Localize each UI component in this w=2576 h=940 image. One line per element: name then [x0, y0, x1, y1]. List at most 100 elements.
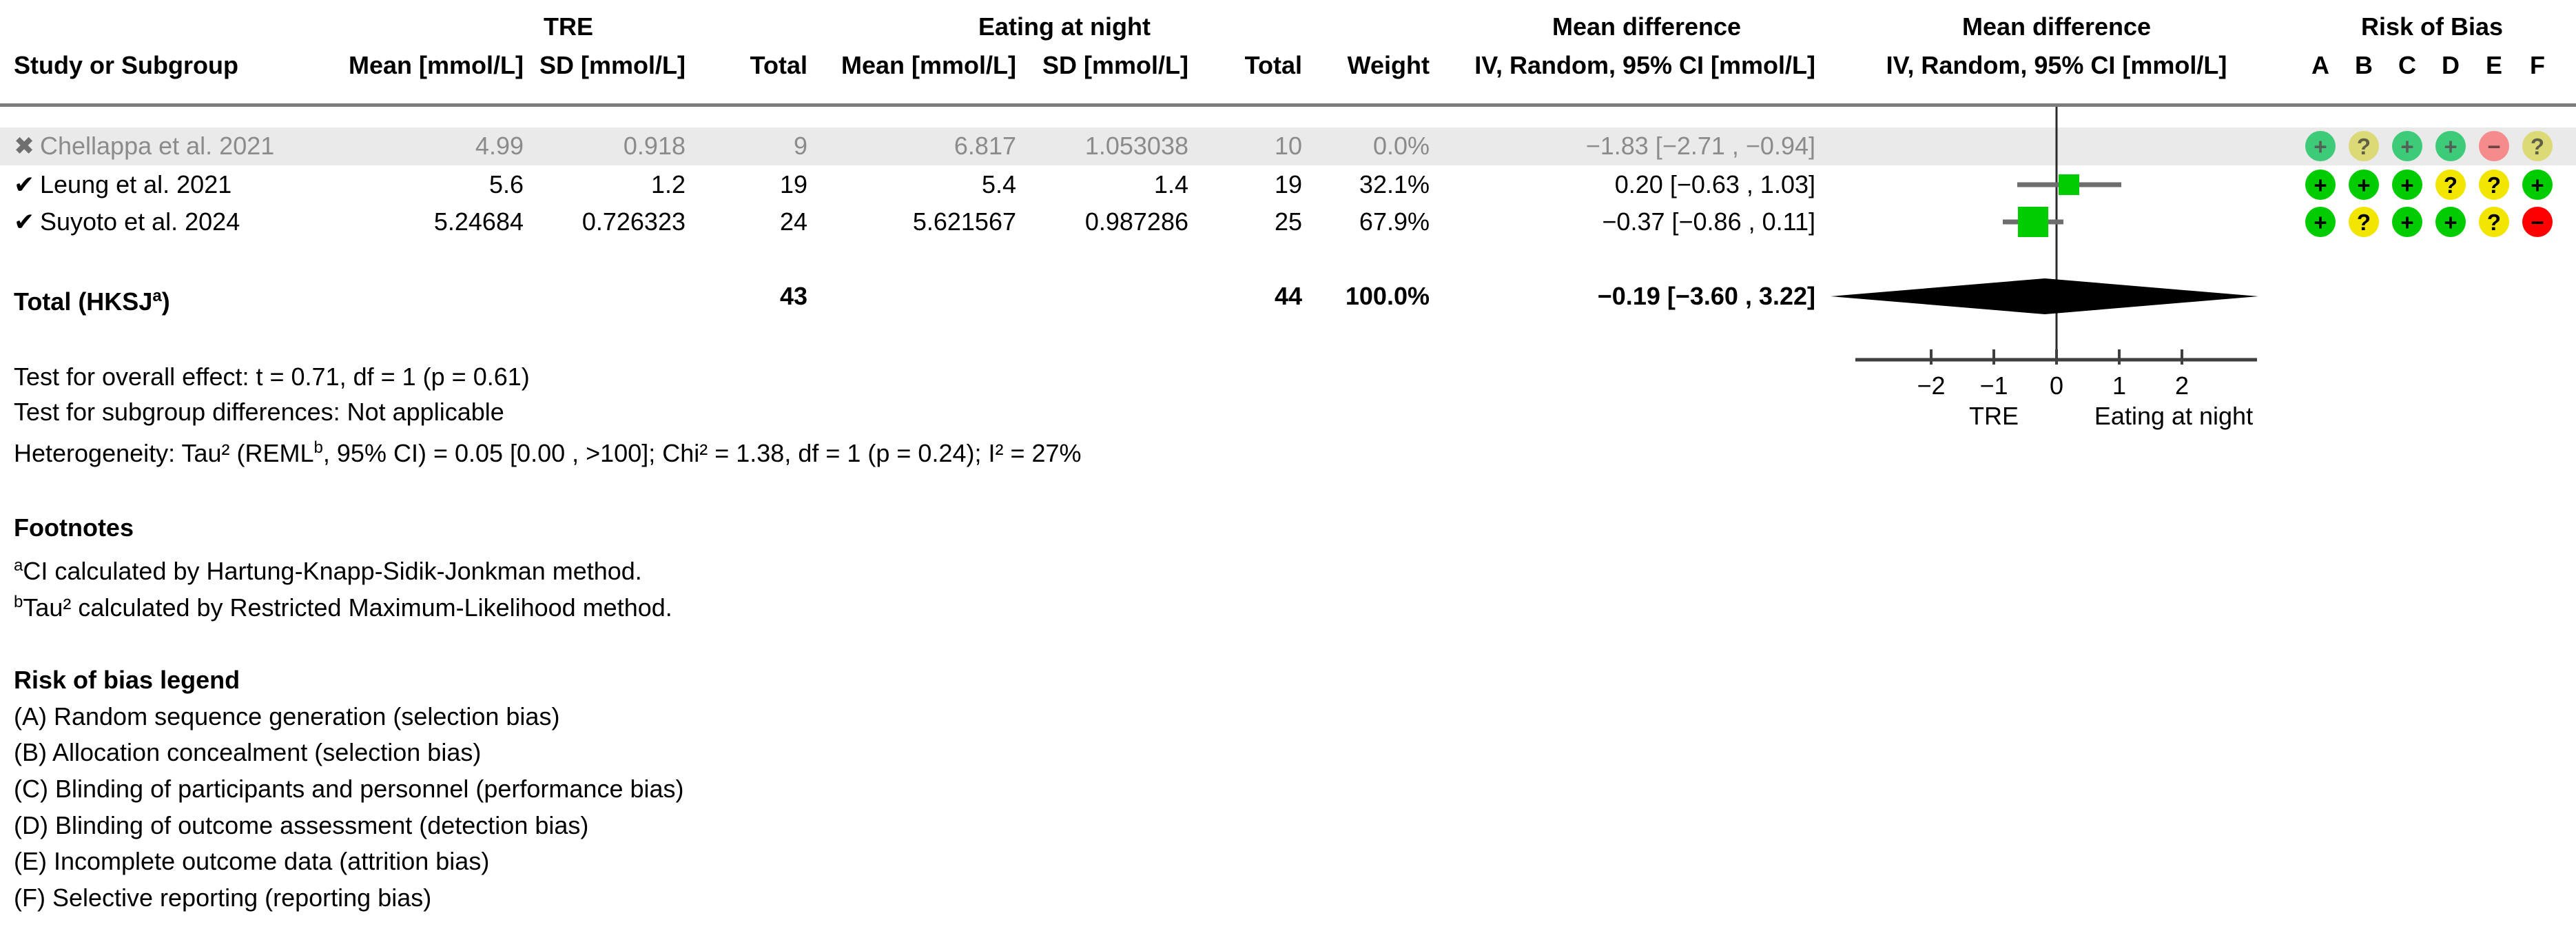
footnote-b-text: Tau² calculated by Restricted Maximum-Li… [23, 593, 672, 622]
rob-icon: ? [2522, 131, 2553, 161]
rob-col-c: C [2398, 51, 2416, 79]
rob-icon-strip: + ? + + − ? [2305, 131, 2553, 161]
col-header-tre-sd: SD [mmol/L] [539, 51, 686, 79]
rob-legend-item-c: (C) Blinding of participants and personn… [14, 775, 684, 803]
rob-icon: + [2305, 207, 2336, 237]
col-header-ean-sd: SD [mmol/L] [1042, 51, 1188, 79]
rob-icon: − [2522, 207, 2553, 237]
rob-legend-item-e: (E) Incomplete outcome data (attrition b… [14, 847, 490, 875]
ean-mean-value: 5.4 [981, 170, 1016, 198]
excluded-study-highlight-band [0, 127, 2576, 165]
rob-icon: ? [2349, 207, 2379, 237]
footnote-b: bTau² calculated by Restricted Maximum-L… [14, 584, 672, 622]
rob-icon: + [2392, 131, 2422, 161]
tre-mean-value: 5.6 [488, 170, 524, 198]
ean-total-value: 10 [1274, 132, 1302, 160]
rob-icon: ? [2349, 131, 2379, 161]
tick-label: 0 [2050, 371, 2063, 400]
rob-icon: + [2392, 170, 2422, 200]
total-weight: 100.0% [1345, 282, 1430, 310]
col-header-ci-plot: IV, Random, 95% CI [mmol/L] [1886, 51, 2227, 79]
study-name-cell: ✖ Chellappa et al. 2021 [14, 127, 274, 165]
rob-col-b: B [2355, 51, 2373, 79]
rob-icon: + [2392, 207, 2422, 237]
footnotes-title: Footnotes [14, 513, 134, 542]
study-name: Suyoto et al. 2024 [40, 207, 240, 236]
rob-legend-item-b: (B) Allocation concealment (selection bi… [14, 738, 482, 766]
rob-icon: − [2479, 131, 2509, 161]
col-header-ci-text: IV, Random, 95% CI [mmol/L] [1474, 51, 1815, 79]
footnote-a-sup: a [14, 556, 23, 575]
tre-mean-value: 5.24684 [433, 207, 524, 236]
total-ean-n: 44 [1274, 282, 1302, 310]
rob-col-a: A [2311, 51, 2329, 79]
rob-icon: + [2305, 131, 2336, 161]
test-overall-effect: Test for overall effect: t = 0.71, df = … [14, 362, 530, 391]
rob-icon: ? [2435, 170, 2466, 200]
total-tre-n: 43 [779, 282, 807, 310]
rob-legend-item-d: (D) Blinding of outcome assessment (dete… [14, 811, 589, 839]
tre-total-value: 19 [779, 170, 807, 198]
effect-marker-leung [2059, 174, 2079, 195]
rob-col-f: F [2530, 51, 2545, 79]
study-name-cell: ✔ Suyoto et al. 2024 [14, 203, 240, 241]
ci-text-value: 0.20 [−0.63 , 1.03] [1614, 170, 1815, 198]
axis-label-right: Eating at night [2094, 402, 2253, 430]
weight-value: 32.1% [1359, 170, 1430, 198]
effect-marker-suyoto [2018, 207, 2048, 237]
footnote-a: aCI calculated by Hartung-Knapp-Sidik-Jo… [14, 548, 642, 585]
col-header-tre-total: Total [750, 51, 807, 79]
total-label-close: ) [161, 287, 170, 316]
rob-legend-item-a: (A) Random sequence generation (selectio… [14, 702, 560, 730]
included-check-icon: ✔ [14, 170, 35, 198]
heterogeneity-sup: b [313, 438, 323, 457]
forest-plot-panel: −2 −1 0 1 2 TRE Eating at night [1831, 107, 2258, 430]
group-header-mean-difference-text: Mean difference [1552, 12, 1742, 41]
tre-sd-value: 1.2 [650, 170, 686, 198]
tick-label: −1 [1979, 371, 2008, 400]
total-row: Total (HKSJa) 43 44 100.0% −0.19 [−3.60 … [0, 278, 2576, 316]
group-header-eating-at-night: Eating at night [978, 12, 1151, 41]
included-check-icon: ✔ [14, 207, 35, 236]
tre-mean-value: 4.99 [475, 132, 524, 160]
study-row-chellappa: ✖ Chellappa et al. 2021 4.99 0.918 9 6.81… [0, 127, 2576, 165]
ean-sd-value: 1.053038 [1084, 132, 1188, 160]
rob-legend-item-f: (F) Selective reporting (reporting bias) [14, 883, 432, 912]
total-ci-text: −0.19 [−3.60 , 3.22] [1597, 282, 1815, 310]
study-row-leung: ✔ Leung et al. 2021 5.6 1.2 19 5.4 1.4 19… [0, 166, 2576, 203]
col-header-ean-mean: Mean [mmol/L] [841, 51, 1016, 79]
study-name-cell: ✔ Leung et al. 2021 [14, 166, 231, 203]
tick-label: −2 [1917, 371, 1945, 400]
ean-total-value: 25 [1274, 207, 1302, 236]
footnote-a-text: CI calculated by Hartung-Knapp-Sidik-Jon… [23, 557, 642, 585]
rob-legend-title: Risk of bias legend [14, 666, 240, 694]
group-header-risk-of-bias: Risk of Bias [2360, 12, 2504, 41]
heterogeneity-line: Heterogeneity: Tau² (REMLb, 95% CI) = 0.… [14, 430, 1082, 467]
rob-column-letters: A B C D E F [2305, 47, 2553, 84]
tre-sd-value: 0.918 [623, 132, 686, 160]
tre-total-value: 9 [793, 132, 807, 160]
heterogeneity-post: , 95% CI) = 0.05 [0.00 , >100]; Chi² = 1… [322, 439, 1082, 467]
study-name: Chellappa et al. 2021 [40, 132, 275, 160]
rob-icon: ? [2479, 170, 2509, 200]
footnote-b-sup: b [14, 593, 23, 611]
col-header-study: Study or Subgroup [14, 51, 238, 79]
header-divider-rule [0, 103, 2576, 107]
ean-mean-value: 6.817 [954, 132, 1016, 160]
col-header-ean-total: Total [1244, 51, 1302, 79]
study-row-suyoto: ✔ Suyoto et al. 2024 5.24684 0.726323 24 … [0, 203, 2576, 241]
total-label: Total (HKSJa) [14, 278, 170, 320]
rob-icon: ? [2479, 207, 2509, 237]
ci-text-value: −1.83 [−2.71 , −0.94] [1585, 132, 1815, 160]
total-label-text: Total (HKSJ [14, 287, 153, 316]
ci-text-value: −0.37 [−0.86 , 0.11] [1602, 207, 1815, 236]
rob-icon: + [2349, 170, 2379, 200]
rob-icon: + [2305, 170, 2336, 200]
pooled-diamond [1831, 278, 2258, 314]
rob-col-e: E [2485, 51, 2502, 79]
weight-value: 67.9% [1359, 207, 1430, 236]
study-name: Leung et al. 2021 [40, 170, 232, 198]
tre-total-value: 24 [779, 207, 807, 236]
rob-col-d: D [2442, 51, 2460, 79]
